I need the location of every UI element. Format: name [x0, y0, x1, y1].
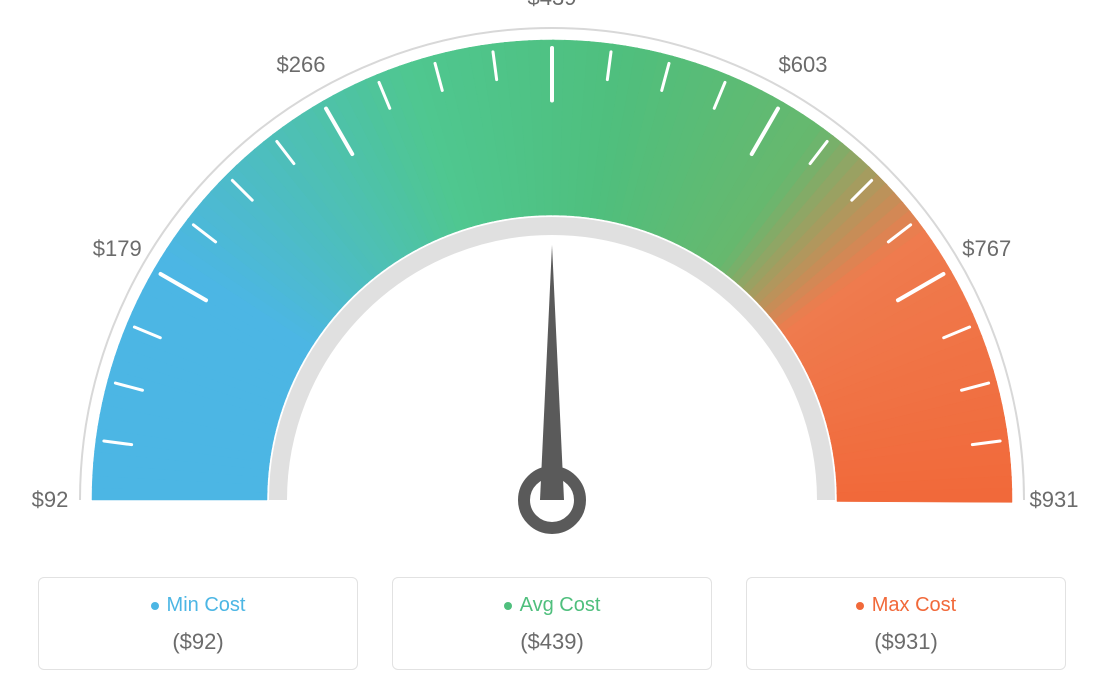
gauge-label-4: $603	[779, 52, 828, 78]
legend-title-avg: Avg Cost	[504, 594, 601, 617]
gauge-container: $92 $179 $266 $439 $603 $767 $931	[0, 0, 1104, 560]
legend-row: Min Cost ($92) Avg Cost ($439) Max Cost …	[0, 577, 1104, 670]
legend-card-max: Max Cost ($931)	[746, 577, 1066, 670]
gauge-needle	[540, 245, 564, 500]
legend-value-max: ($931)	[747, 629, 1065, 655]
legend-dot-max	[856, 602, 864, 610]
gauge-label-5: $767	[962, 236, 1011, 262]
gauge-label-0: $92	[32, 487, 69, 513]
legend-title-max: Max Cost	[856, 594, 956, 617]
legend-value-avg: ($439)	[393, 629, 711, 655]
legend-label-avg: Avg Cost	[520, 594, 601, 617]
legend-dot-min	[151, 602, 159, 610]
legend-label-min: Min Cost	[167, 594, 246, 617]
gauge-label-6: $931	[1030, 487, 1079, 513]
legend-card-avg: Avg Cost ($439)	[392, 577, 712, 670]
gauge-label-1: $179	[93, 236, 142, 262]
legend-card-min: Min Cost ($92)	[38, 577, 358, 670]
legend-dot-avg	[504, 602, 512, 610]
gauge-label-2: $266	[277, 52, 326, 78]
legend-value-min: ($92)	[39, 629, 357, 655]
legend-label-max: Max Cost	[872, 594, 956, 617]
gauge-svg	[0, 0, 1104, 560]
legend-title-min: Min Cost	[151, 594, 246, 617]
gauge-label-3: $439	[528, 0, 577, 11]
